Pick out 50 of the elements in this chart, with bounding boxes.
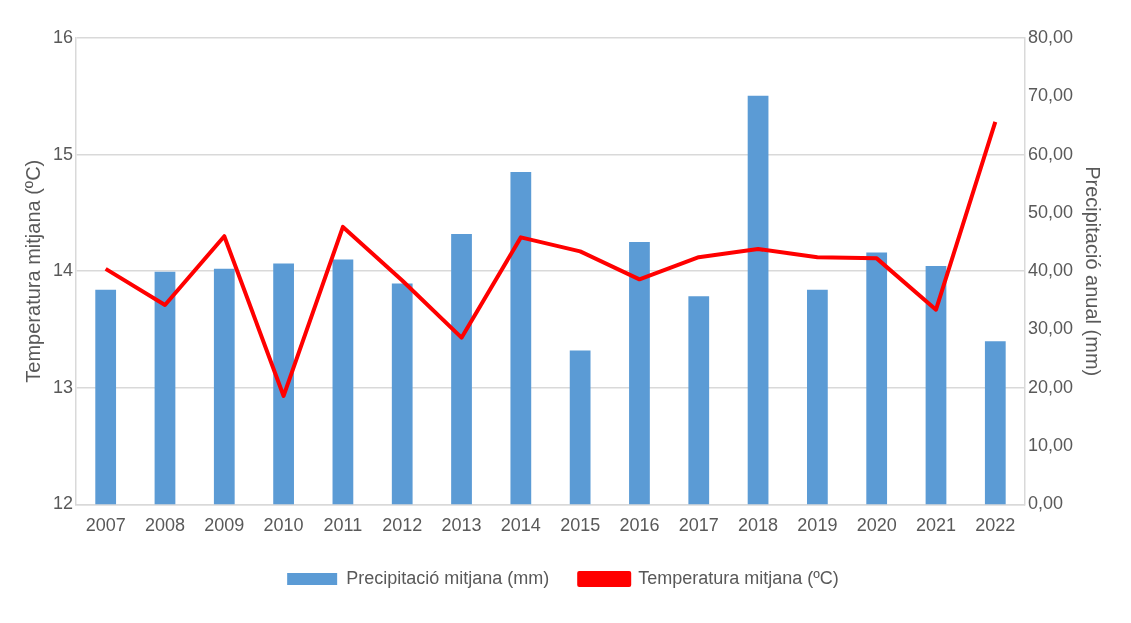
bar xyxy=(154,271,176,505)
x-tick-label: 2017 xyxy=(678,515,719,536)
bar xyxy=(925,265,947,505)
bar xyxy=(569,350,591,505)
bar xyxy=(747,95,769,505)
x-tick-label: 2007 xyxy=(85,515,126,536)
x-tick-label: 2020 xyxy=(856,515,897,536)
x-tick-label: 2011 xyxy=(323,515,363,536)
y-tick-label: 12 xyxy=(52,493,74,514)
y2-tick-label: 50,00 xyxy=(1027,201,1073,222)
x-tick-label: 2010 xyxy=(263,515,304,536)
bar xyxy=(866,252,888,505)
x-tick-label: 2015 xyxy=(560,515,601,536)
bar xyxy=(510,172,532,505)
bar xyxy=(807,289,828,505)
x-tick-label: 2022 xyxy=(975,515,1016,536)
bar xyxy=(273,263,294,505)
y-axis-title: Temperatura mitjana (ºC) xyxy=(21,159,44,383)
bar xyxy=(95,289,117,505)
bar xyxy=(629,242,650,505)
x-tick-label: 2008 xyxy=(144,515,186,536)
y2-tick-label: 30,00 xyxy=(1027,318,1073,339)
x-tick-label: 2016 xyxy=(619,515,660,536)
y2-tick-label: 60,00 xyxy=(1027,143,1073,164)
x-tick-label: 2018 xyxy=(738,515,779,536)
y2-tick-label: 0,00 xyxy=(1027,493,1063,514)
y2-tick-label: 70,00 xyxy=(1027,85,1073,106)
y2-tick-label: 10,00 xyxy=(1027,435,1073,456)
bar xyxy=(688,296,710,505)
bar xyxy=(451,233,472,505)
y-tick-label: 13 xyxy=(52,376,74,397)
x-tick-label: 2009 xyxy=(204,515,245,536)
bar xyxy=(391,283,413,505)
legend-label: Temperatura mitjana (ºC) xyxy=(638,567,839,588)
y2-tick-label: 40,00 xyxy=(1027,260,1073,281)
y-tick-label: 16 xyxy=(52,26,74,47)
y2-axis-title: Precipitació anual (mm) xyxy=(1082,166,1105,377)
bar xyxy=(213,268,235,505)
x-tick-label: 2021 xyxy=(915,515,957,536)
bar xyxy=(984,341,1006,505)
x-tick-label: 2012 xyxy=(382,515,423,536)
x-tick-label: 2019 xyxy=(797,515,838,536)
legend-label: Precipitació mitjana (mm) xyxy=(346,567,550,588)
bar xyxy=(332,259,354,505)
y-tick-label: 14 xyxy=(52,260,74,281)
x-tick-label: 2014 xyxy=(500,515,541,536)
x-tick-label: 2013 xyxy=(441,515,482,536)
y2-tick-label: 80,00 xyxy=(1027,26,1073,47)
y2-tick-label: 20,00 xyxy=(1027,376,1073,397)
y-tick-label: 15 xyxy=(52,143,74,164)
